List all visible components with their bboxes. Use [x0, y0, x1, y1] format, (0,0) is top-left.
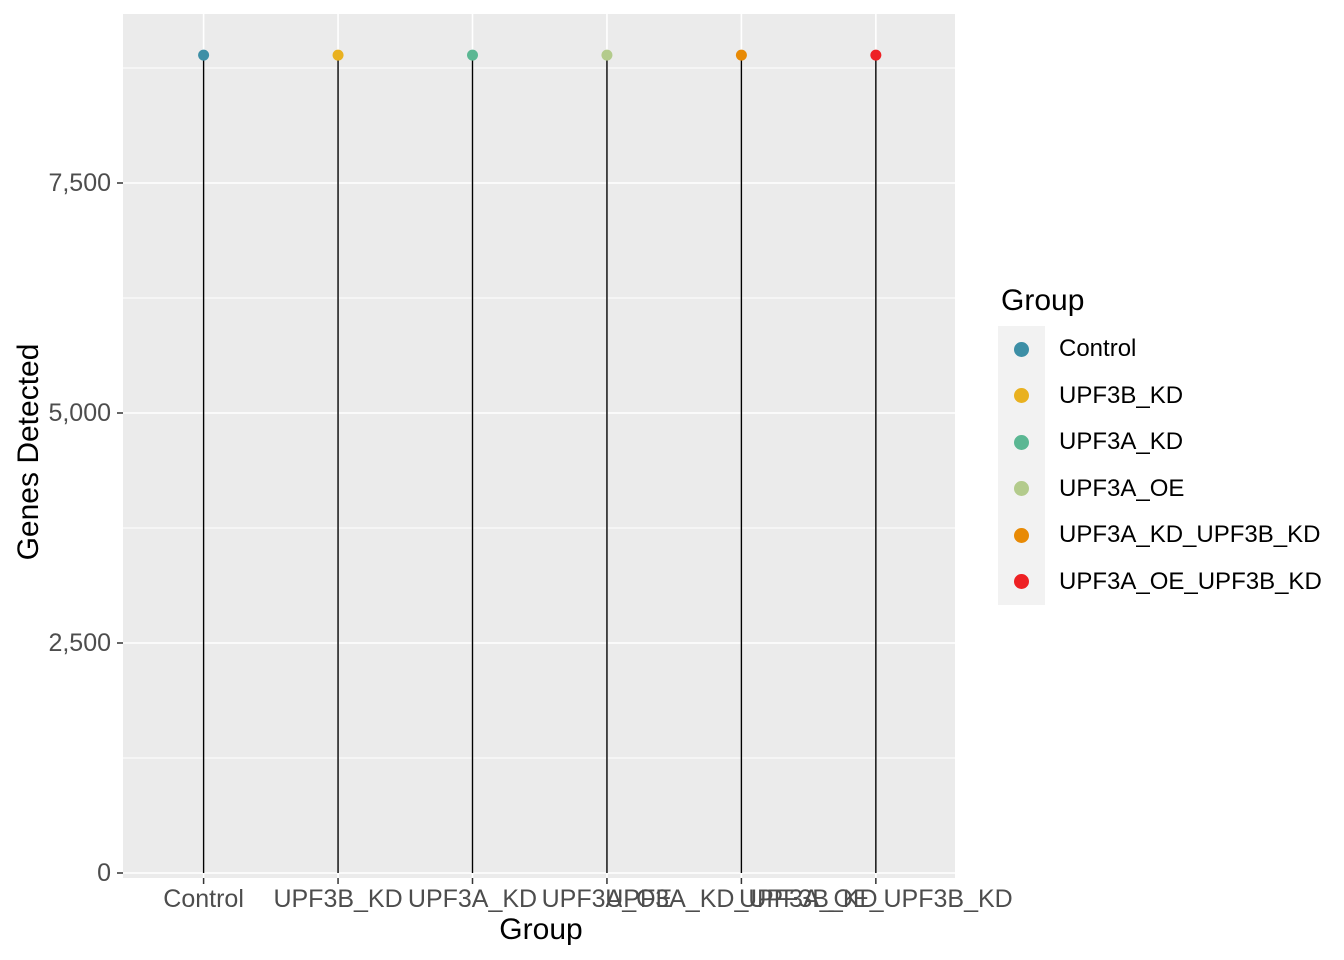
y-tick-label: 2,500	[48, 629, 111, 657]
legend-key-box	[998, 326, 1045, 373]
legend-key-box	[998, 558, 1045, 605]
y-tick-label: 0	[97, 859, 111, 887]
legend-key-box	[998, 419, 1045, 466]
legend-point-icon	[1014, 574, 1029, 590]
x-tick-label: UPF3B_KD	[273, 885, 403, 913]
legend-entry-label: UPF3A_OE	[1059, 474, 1185, 502]
legend-point-icon	[1014, 527, 1029, 543]
y-tick-label: 7,500	[48, 169, 111, 197]
legend-entry: UPF3A_OE_UPF3B_KD	[998, 558, 1322, 605]
legend-entries: Control UPF3B_KD UPF3A_KD UPF3A_OE UPF3A_KD_…	[998, 326, 1322, 605]
legend-key-box	[998, 465, 1045, 512]
x-tick-label: UPF3A_OE	[541, 885, 673, 913]
x-tick-label: UPF3A_KD	[407, 885, 538, 913]
x-axis-title: Group	[499, 913, 583, 946]
legend-entry-label: UPF3B_KD	[1059, 381, 1184, 409]
y-axis-title: Genes Detected	[12, 343, 45, 561]
plot-panel	[123, 14, 955, 878]
legend-point-icon	[1014, 388, 1029, 404]
legend-entry-label: Control	[1059, 335, 1137, 363]
data-point	[198, 49, 210, 61]
legend-entry: Control	[998, 326, 1322, 373]
x-tick-label: UPF3A_KD_UPF3B_KD	[605, 885, 878, 913]
legend-point-icon	[1014, 481, 1029, 497]
legend-title: Group	[1001, 284, 1085, 317]
legend-key-box	[998, 512, 1045, 559]
legend-entry-label: UPF3A_KD	[1059, 428, 1184, 456]
legend-entry-label: UPF3A_KD_UPF3B_KD	[1059, 521, 1321, 549]
data-point	[870, 49, 882, 61]
y-tick-label: 5,000	[48, 399, 111, 427]
data-point	[735, 49, 747, 61]
data-point	[467, 49, 478, 61]
legend-entry: UPF3B_KD	[998, 372, 1322, 419]
legend-point-icon	[1014, 434, 1029, 450]
legend-entry: UPF3A_OE	[998, 465, 1322, 512]
legend: Group Control UPF3B_KD UPF3A_KD UPF3A_OE UPF…	[998, 284, 1322, 605]
x-tick-label: Control	[163, 885, 244, 913]
data-point	[601, 49, 613, 61]
legend-entry: UPF3A_KD	[998, 419, 1322, 466]
legend-point-icon	[1014, 341, 1029, 357]
data-point	[332, 49, 344, 61]
legend-key-box	[998, 372, 1045, 419]
legend-entry-label: UPF3A_OE_UPF3B_KD	[1059, 567, 1322, 595]
x-tick-label: UPF3A_OE_UPF3B_KD	[738, 885, 1013, 913]
legend-entry: UPF3A_KD_UPF3B_KD	[998, 512, 1322, 559]
